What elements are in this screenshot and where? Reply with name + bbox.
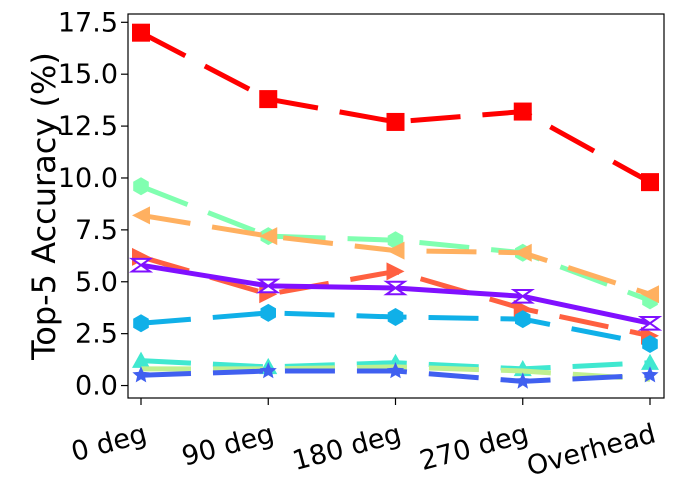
data-point [260, 303, 276, 322]
series-line [139, 30, 652, 185]
data-point [386, 262, 405, 281]
data-point [386, 362, 405, 379]
y-tick-label: 5.0 [75, 267, 118, 298]
data-point [637, 315, 663, 331]
series-9 [132, 362, 659, 389]
y-tick-label: 2.5 [75, 319, 118, 350]
data-point [387, 308, 404, 326]
x-tick-label: 270 deg [417, 418, 532, 477]
data-point [133, 314, 149, 333]
data-point [133, 177, 149, 196]
data-point [132, 206, 150, 225]
data-point [259, 90, 278, 109]
series-1 [132, 23, 659, 192]
data-point [510, 288, 535, 304]
data-point [386, 112, 405, 131]
data-point [641, 353, 659, 370]
data-point [259, 227, 278, 246]
data-point [514, 372, 532, 389]
series-3 [132, 206, 659, 304]
data-point [132, 351, 150, 368]
y-axis-title: Top-5 Accuracy (%) [25, 52, 63, 361]
series-6 [133, 303, 658, 353]
data-point [256, 278, 281, 294]
data-point [641, 366, 659, 383]
y-tick-label: 7.5 [75, 215, 118, 246]
data-point [128, 257, 154, 273]
data-point [259, 362, 277, 379]
data-point [132, 366, 150, 383]
y-tick-label: 17.5 [58, 7, 118, 38]
x-tick-label: 90 deg [179, 418, 278, 472]
data-point [641, 173, 659, 192]
x-tick-label: 180 deg [289, 418, 404, 477]
data-point [641, 285, 659, 304]
series-5 [128, 257, 663, 331]
y-tick-label: 0.0 [75, 371, 118, 402]
data-point [132, 23, 150, 42]
plot-frame [127, 13, 665, 399]
y-tick-label: 12.5 [58, 111, 118, 142]
data-point [513, 102, 532, 121]
data-point [383, 280, 408, 296]
data-point [513, 243, 532, 262]
data-point [386, 241, 405, 260]
x-tick-label: Overhead [524, 418, 659, 482]
data-point [515, 310, 531, 329]
data-point [642, 335, 658, 353]
series-layer [128, 23, 663, 389]
y-tick-label: 10.0 [58, 163, 118, 194]
x-tick-label: 0 deg [68, 418, 150, 468]
y-tick-label: 15.0 [58, 59, 118, 90]
